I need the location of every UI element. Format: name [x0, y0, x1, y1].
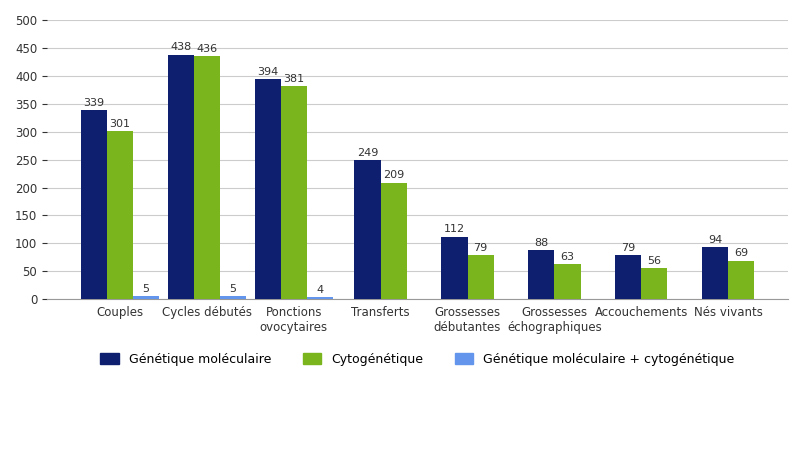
Text: 436: 436 — [196, 44, 217, 54]
Bar — [380, 183, 406, 299]
Bar — [307, 297, 333, 299]
Text: 339: 339 — [84, 98, 105, 108]
Bar — [281, 86, 307, 299]
Text: 88: 88 — [534, 238, 548, 248]
Bar — [194, 56, 220, 299]
Bar — [220, 297, 246, 299]
Text: 301: 301 — [109, 119, 131, 129]
Bar — [555, 264, 581, 299]
Text: 56: 56 — [647, 256, 662, 266]
Bar — [528, 250, 555, 299]
Legend: Génétique moléculaire, Cytogénétique, Génétique moléculaire + cytogénétique: Génétique moléculaire, Cytogénétique, Gé… — [96, 348, 740, 371]
Bar — [441, 237, 467, 299]
Bar — [616, 255, 642, 299]
Bar — [168, 54, 194, 299]
Text: 5: 5 — [143, 284, 149, 294]
Text: 5: 5 — [230, 284, 236, 294]
Text: 79: 79 — [474, 243, 487, 253]
Bar — [107, 131, 133, 299]
Text: 79: 79 — [621, 243, 636, 253]
Bar — [80, 110, 107, 299]
Bar — [728, 261, 754, 299]
Text: 63: 63 — [560, 252, 574, 262]
Bar — [255, 79, 281, 299]
Text: 394: 394 — [257, 67, 278, 77]
Text: 94: 94 — [708, 234, 723, 244]
Bar — [467, 255, 494, 299]
Text: 381: 381 — [283, 74, 304, 84]
Text: 69: 69 — [734, 248, 749, 258]
Bar — [702, 247, 728, 299]
Text: 438: 438 — [170, 42, 191, 52]
Bar — [133, 297, 159, 299]
Bar — [354, 160, 380, 299]
Text: 209: 209 — [383, 170, 404, 180]
Text: 112: 112 — [444, 225, 465, 234]
Text: 249: 249 — [357, 148, 378, 158]
Bar — [642, 268, 667, 299]
Text: 4: 4 — [316, 285, 324, 295]
